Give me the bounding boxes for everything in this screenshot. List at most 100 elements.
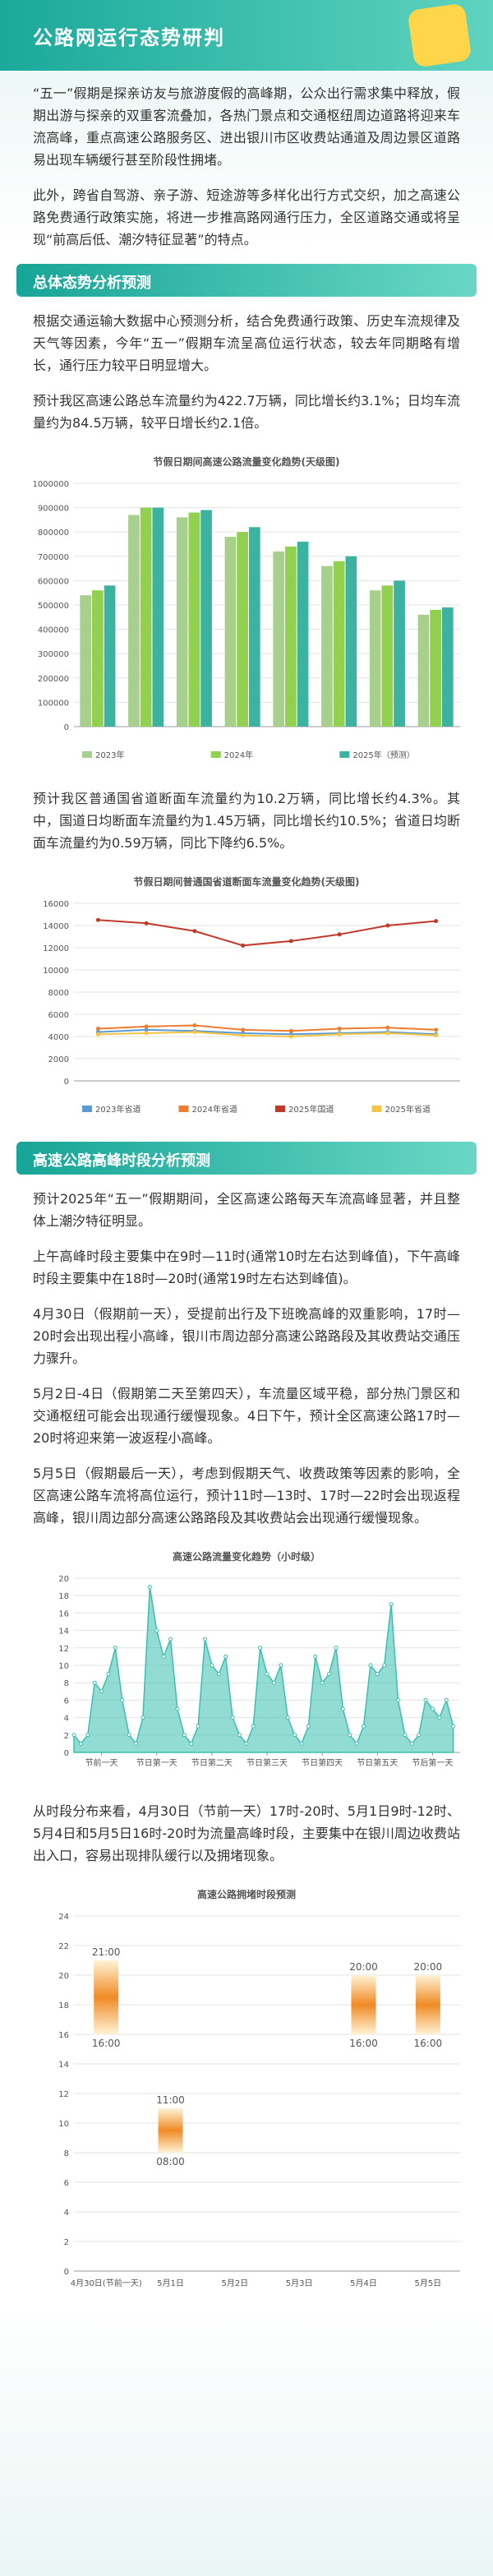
y-tick-label: 0 (64, 723, 69, 732)
point (144, 1024, 149, 1029)
point (337, 1027, 342, 1032)
point (147, 1585, 152, 1590)
y-tick-label: 900000 (38, 505, 69, 514)
range-bar (94, 1960, 119, 2034)
point (434, 1027, 439, 1032)
bar (345, 556, 357, 727)
paragraph: 预计2025年“五一”假期期间，全区高速公路每天车流高峰显著，并且整体上潮汐特征… (33, 1191, 460, 1229)
x-tick-label: 节日第二天 (191, 1757, 233, 1768)
x-tick-label: 5月2日 (221, 2278, 248, 2288)
bar (188, 512, 200, 727)
bar (321, 566, 333, 727)
y-tick-label: 100000 (38, 699, 69, 708)
point (265, 1672, 270, 1677)
point (375, 1672, 380, 1677)
chart: 高速公路拥堵时段预测0246810121416182022244月30日(节前一… (16, 1880, 477, 2307)
y-tick-label: 24 (58, 1913, 69, 1922)
point (192, 1023, 197, 1027)
point (382, 1663, 387, 1668)
paragraph: 5月2日-4日（假期第二天至第四天），车流量区域平稳，部分热门景区和交通枢纽可能… (33, 1386, 460, 1446)
bar (417, 614, 430, 727)
bar (430, 609, 441, 727)
point (196, 1724, 200, 1729)
point (216, 1672, 221, 1677)
point (337, 1032, 342, 1036)
point (92, 1680, 97, 1685)
bar (176, 517, 188, 727)
point (144, 1027, 149, 1032)
y-tick-label: 12000 (43, 944, 69, 953)
y-tick-label: 20 (58, 1575, 69, 1584)
point (285, 1715, 290, 1720)
y-tick-label: 4 (64, 1715, 69, 1724)
paragraph: 根据交通运输大数据中心预测分析，结合免费通行政策、历史车流规律及天气等因素，今年… (33, 313, 460, 373)
point (362, 1724, 366, 1729)
chart-title: 节假日期间普通国省道断面车流量变化趋势(天级图) (134, 875, 360, 888)
y-tick-label: 14 (58, 2061, 69, 2070)
y-tick-label: 0 (64, 1078, 69, 1087)
legend-label: 2025年国道 (288, 1104, 334, 1115)
legend-swatch (371, 1106, 382, 1112)
y-tick-label: 6000 (48, 1011, 69, 1020)
point (306, 1724, 311, 1729)
point (337, 932, 342, 937)
point (313, 1654, 318, 1659)
bar (394, 580, 405, 727)
point (395, 1697, 400, 1702)
y-tick-label: 200000 (38, 675, 69, 684)
legend-label: 2023年 (95, 750, 124, 760)
legend-swatch (210, 751, 221, 758)
x-tick-label: 5月1日 (157, 2278, 184, 2288)
y-tick-label: 4000 (48, 1033, 69, 1042)
y-tick-label: 2000 (48, 1055, 69, 1064)
y-tick-label: 12 (58, 2090, 69, 2099)
y-tick-label: 10 (58, 2120, 69, 2129)
point (106, 1672, 111, 1677)
decoration (407, 2, 472, 68)
y-tick-label: 6 (64, 2179, 69, 2188)
point (348, 1733, 352, 1738)
area (73, 1586, 454, 1753)
point (189, 1741, 194, 1746)
point (241, 943, 246, 948)
y-tick-label: 12 (58, 1645, 69, 1654)
point (141, 1715, 145, 1720)
legend-label: 2024年省道 (192, 1104, 237, 1115)
point (127, 1733, 131, 1738)
point (192, 929, 197, 934)
point (288, 1028, 293, 1033)
x-tick-label: 5月5日 (414, 2278, 441, 2288)
legend-label: 2024年 (224, 750, 253, 760)
y-tick-label: 20 (58, 1972, 69, 1981)
point (95, 1027, 100, 1032)
paragraph: “五一”假期是探亲访友与旅游度假的高峰期，公众出行需求集中释放，假期出游与探亲的… (33, 85, 460, 168)
y-tick-label: 14 (58, 1627, 69, 1637)
y-tick-label: 10 (58, 1662, 69, 1671)
bar (285, 546, 297, 727)
point (288, 1034, 293, 1039)
bar (273, 551, 285, 727)
x-tick-label: 节日第一天 (136, 1757, 177, 1768)
y-tick-label: 16 (58, 2031, 69, 2040)
range-bar (158, 2108, 183, 2153)
y-tick-label: 6 (64, 1697, 69, 1706)
point (144, 1031, 149, 1036)
legend-swatch (339, 751, 350, 758)
range-bar (351, 1975, 376, 2034)
y-tick-label: 8 (64, 1679, 69, 1688)
point (288, 939, 293, 944)
point (385, 923, 390, 928)
range-bar (415, 1975, 440, 2034)
bar (92, 590, 104, 727)
y-tick-label: 300000 (38, 650, 69, 659)
y-tick-label: 10000 (43, 967, 69, 976)
point (230, 1715, 235, 1720)
point (423, 1697, 428, 1702)
point (409, 1741, 414, 1746)
bar (441, 607, 454, 727)
paragraph: 5月5日（假期最后一天），考虑到假期天气、收费政策等因素的影响，全区高速公路车流… (33, 1466, 460, 1526)
y-tick-label: 400000 (38, 626, 69, 635)
point (434, 1033, 439, 1038)
y-tick-label: 1000000 (32, 480, 69, 489)
